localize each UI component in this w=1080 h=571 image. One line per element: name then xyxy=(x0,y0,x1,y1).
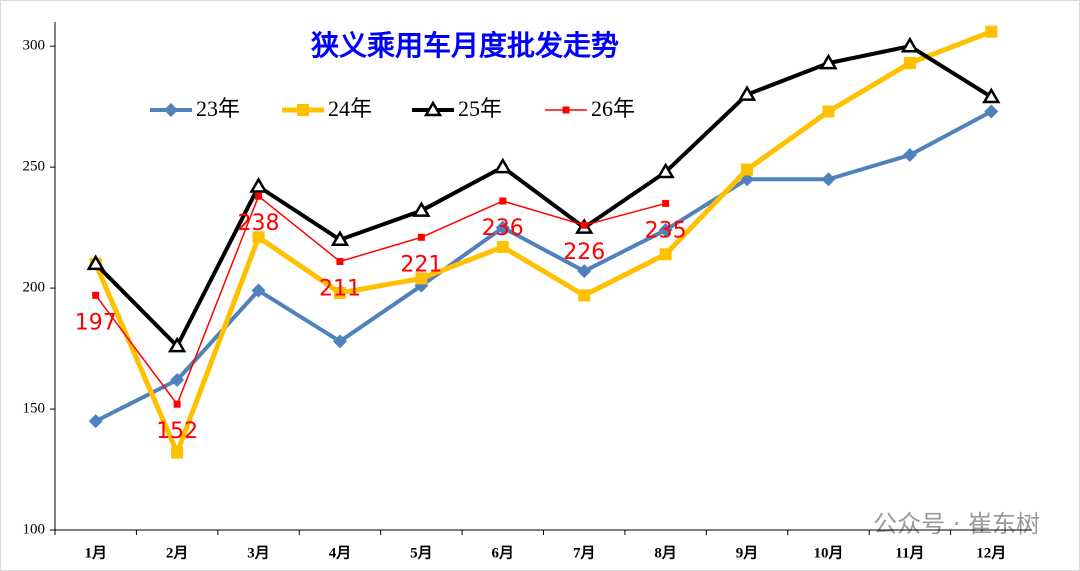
point-marker xyxy=(578,289,591,302)
y-tick-label: 250 xyxy=(23,159,46,175)
y-tick-label: 150 xyxy=(23,400,46,416)
point-marker xyxy=(336,257,344,265)
point-marker xyxy=(251,283,266,298)
x-tick-label: 10月 xyxy=(813,544,843,561)
point-marker xyxy=(86,254,105,271)
x-tick-label: 9月 xyxy=(736,544,759,561)
legend-label: 26年 xyxy=(591,96,635,121)
point-marker xyxy=(496,240,509,253)
legend-label: 23年 xyxy=(196,96,240,121)
point-marker xyxy=(982,87,1001,104)
data-label: 152 xyxy=(156,419,198,444)
series-line xyxy=(94,109,993,423)
y-tick-label: 200 xyxy=(23,280,46,296)
legend-label: 24年 xyxy=(328,96,372,121)
legend-marker xyxy=(562,106,570,114)
point-marker xyxy=(577,264,592,279)
point-marker xyxy=(985,25,998,38)
x-tick-label: 4月 xyxy=(329,544,352,561)
data-label: 221 xyxy=(400,252,442,277)
point-marker xyxy=(741,163,754,176)
y-tick-label: 300 xyxy=(23,38,46,54)
legend-marker xyxy=(297,104,309,116)
point-marker xyxy=(170,373,185,388)
data-label: 235 xyxy=(645,218,687,243)
point-marker xyxy=(499,197,507,205)
point-marker xyxy=(737,85,757,101)
point-marker xyxy=(984,104,999,119)
x-tick-label: 6月 xyxy=(492,544,515,561)
point-marker xyxy=(412,201,431,217)
point-marker xyxy=(249,177,268,193)
point-marker xyxy=(902,148,917,163)
x-tick-label: 7月 xyxy=(573,544,596,561)
legend-marker xyxy=(164,103,178,117)
data-label: 211 xyxy=(319,276,361,301)
series-line xyxy=(95,195,666,405)
x-tick-label: 3月 xyxy=(247,544,270,561)
y-tick-label: 100 xyxy=(23,521,46,537)
x-tick-label: 11月 xyxy=(895,544,924,561)
point-marker xyxy=(173,400,181,408)
point-marker xyxy=(92,291,100,299)
data-label: 238 xyxy=(238,211,280,236)
point-marker xyxy=(493,157,512,174)
point-marker xyxy=(656,162,675,179)
point-marker xyxy=(580,221,588,229)
x-tick-label: 12月 xyxy=(976,544,1006,561)
point-marker xyxy=(819,53,838,70)
point-marker xyxy=(332,334,347,349)
point-marker xyxy=(662,199,670,207)
point-marker xyxy=(822,105,835,118)
point-marker xyxy=(255,192,263,200)
data-label: 226 xyxy=(563,240,605,265)
x-tick-label: 1月 xyxy=(84,544,107,561)
point-marker xyxy=(658,223,673,238)
legend-marker xyxy=(423,100,443,117)
x-tick-label: 5月 xyxy=(410,544,433,561)
x-tick-label: 8月 xyxy=(654,544,677,561)
point-marker xyxy=(167,336,187,353)
point-marker xyxy=(495,220,510,235)
x-tick-label: 2月 xyxy=(166,544,189,561)
data-label: 197 xyxy=(75,310,117,335)
watermark: 公众号 · 崔东树 xyxy=(873,510,1040,538)
series-line xyxy=(93,29,993,456)
point-marker xyxy=(903,57,916,70)
data-label: 236 xyxy=(482,216,524,241)
point-marker xyxy=(333,286,346,299)
point-marker xyxy=(900,36,920,53)
point-marker xyxy=(415,272,428,285)
point-marker xyxy=(659,248,672,261)
chart-title: 狭义乘用车月度批发走势 xyxy=(310,29,619,62)
legend-label: 25年 xyxy=(458,96,502,121)
point-marker xyxy=(88,414,103,429)
point-marker xyxy=(171,446,184,459)
point-marker xyxy=(252,231,265,244)
point-marker xyxy=(330,230,350,246)
series-line xyxy=(94,44,993,349)
point-marker xyxy=(821,172,836,187)
point-marker xyxy=(417,233,425,241)
